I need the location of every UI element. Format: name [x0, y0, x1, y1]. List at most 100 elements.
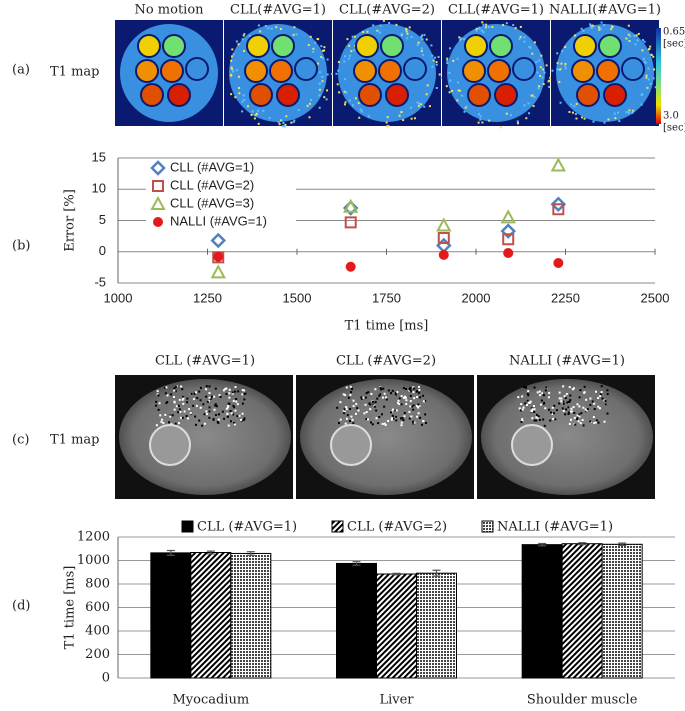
noise	[250, 113, 253, 116]
noise	[193, 392, 196, 395]
noise	[564, 65, 567, 68]
noise	[217, 421, 220, 424]
noise	[227, 402, 230, 405]
noise	[413, 421, 416, 424]
bar	[521, 544, 563, 679]
noise	[422, 394, 425, 397]
noise	[316, 38, 319, 41]
noise	[172, 396, 175, 399]
noise	[364, 396, 367, 399]
noise	[578, 396, 581, 399]
noise	[523, 36, 526, 39]
noise	[531, 52, 534, 55]
noise	[369, 403, 372, 406]
y-tick-label: 0	[99, 243, 106, 258]
noise	[413, 397, 416, 400]
noise	[242, 34, 245, 37]
noise	[208, 385, 211, 388]
noise	[366, 418, 369, 421]
noise	[647, 67, 650, 70]
noise	[181, 388, 184, 391]
legend-swatch	[481, 520, 494, 533]
noise	[649, 45, 652, 48]
noise	[568, 110, 571, 113]
noise	[349, 407, 352, 410]
noise	[480, 29, 483, 32]
noise	[234, 390, 237, 393]
noise	[424, 399, 427, 402]
noise	[416, 415, 419, 418]
noise	[585, 398, 588, 401]
noise	[452, 59, 455, 62]
noise	[420, 36, 423, 39]
colorbar-unit: [sec]	[663, 123, 685, 134]
noise	[394, 415, 397, 418]
noise	[158, 402, 161, 405]
noise	[385, 396, 388, 399]
noise	[543, 394, 546, 397]
legend-label: CLL (#AVG=2)	[347, 520, 447, 535]
noise	[580, 412, 583, 415]
noise	[420, 34, 423, 37]
phantom-image	[224, 20, 333, 128]
noise	[409, 106, 412, 109]
noise	[398, 397, 401, 400]
noise	[479, 115, 482, 118]
noise	[424, 413, 427, 416]
noise	[208, 392, 211, 395]
noise	[171, 414, 174, 417]
noise	[285, 115, 288, 118]
noise	[581, 116, 584, 119]
error-bar	[206, 550, 215, 555]
noise	[173, 389, 176, 392]
noise	[538, 59, 541, 62]
noise	[211, 395, 214, 398]
bar	[601, 543, 643, 679]
noise	[306, 104, 309, 107]
y-tick-label: 10	[92, 181, 106, 196]
noise	[458, 36, 461, 39]
noise	[357, 102, 360, 105]
noise	[281, 125, 284, 128]
noise	[212, 418, 215, 421]
noise	[228, 388, 231, 391]
noise	[595, 419, 598, 422]
noise	[573, 105, 576, 108]
noise	[155, 404, 158, 407]
noise	[647, 78, 650, 81]
noise	[231, 391, 234, 394]
noise	[214, 413, 217, 416]
phantom-image	[333, 19, 443, 128]
noise	[565, 408, 568, 411]
noise	[529, 400, 532, 403]
bar	[561, 543, 603, 679]
noise	[343, 408, 346, 411]
noise	[539, 74, 542, 77]
noise	[525, 404, 528, 407]
noise	[404, 388, 407, 391]
noise	[213, 395, 216, 398]
noise	[416, 101, 419, 104]
noise	[177, 411, 180, 414]
noise	[533, 41, 536, 44]
noise	[376, 29, 379, 32]
noise	[417, 102, 420, 105]
noise	[385, 121, 388, 124]
noise	[523, 40, 526, 43]
noise	[430, 44, 433, 47]
noise	[226, 406, 229, 409]
noise	[409, 400, 412, 403]
noise	[308, 116, 311, 119]
noise	[382, 387, 385, 390]
legend-label: NALLI (#AVG=1)	[497, 520, 613, 535]
noise	[238, 75, 241, 78]
noise	[424, 421, 427, 424]
noise	[360, 397, 363, 400]
image-title: CLL(#AVG=1)	[448, 3, 544, 18]
noise	[409, 405, 412, 408]
noise	[371, 423, 374, 426]
marker	[553, 258, 564, 268]
marker	[500, 209, 516, 224]
vial	[269, 59, 293, 83]
noise	[627, 24, 630, 27]
